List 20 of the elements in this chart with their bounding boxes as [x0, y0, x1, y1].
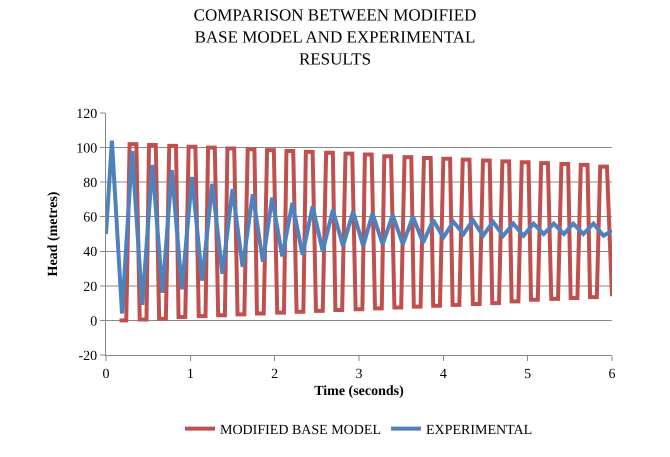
x-tick-label: 2 [271, 366, 278, 382]
y-tick-label: 0 [90, 314, 98, 330]
x-axis-title: Time (seconds) [314, 384, 404, 400]
y-tick-label: 60 [83, 210, 98, 226]
x-tick-label: 5 [524, 366, 532, 382]
y-tick-label: 40 [83, 245, 98, 260]
x-tick-label: 1 [186, 366, 194, 382]
y-tick-label: 20 [83, 280, 98, 295]
y-tick-label: 120 [76, 106, 98, 122]
x-tick-label: 6 [608, 366, 616, 382]
y-tick-label: -20 [78, 348, 98, 364]
y-tick-label: 100 [76, 141, 98, 156]
x-tick-label: 3 [356, 366, 362, 382]
x-tick-label: 0 [102, 366, 110, 382]
y-tick-label: 80 [83, 176, 98, 192]
legend-label: MODIFIED BASE MODEL [220, 423, 381, 438]
y-axis-title: Head (metres) [46, 191, 61, 276]
legend-label: EXPERIMENTAL [426, 423, 532, 438]
chart-title: COMPARISON BETWEEN MODIFIED BASE MODEL AND EXPERIMENTAL RESULTS [194, 5, 476, 69]
x-tick-label: 4 [440, 366, 447, 382]
